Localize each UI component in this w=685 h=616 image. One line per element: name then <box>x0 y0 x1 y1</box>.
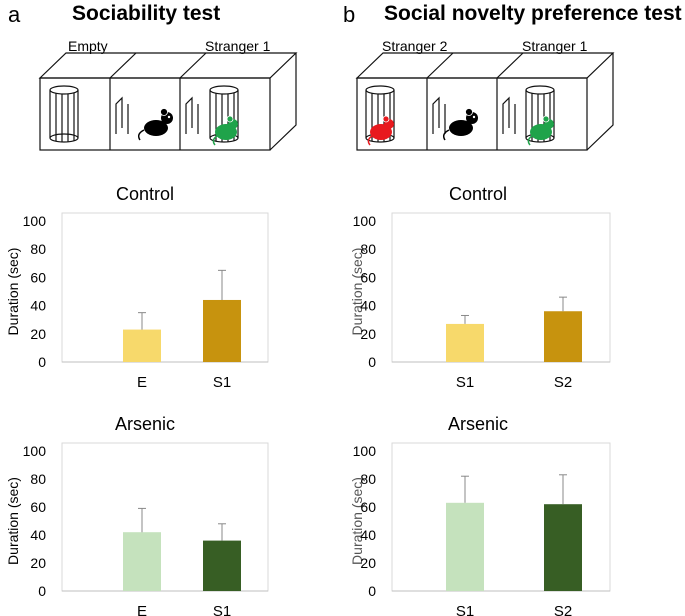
chart-2-xtick-s1: S1 <box>456 374 474 391</box>
chart-2-ytick-60: 60 <box>360 269 376 285</box>
chamber-label-stranger1-a: Stranger 1 <box>205 38 271 54</box>
chart-4-title: Arsenic <box>448 414 508 434</box>
chart-1-title: Control <box>116 184 174 204</box>
chart-3-ytick-20: 20 <box>30 555 46 571</box>
chart-2-title: Control <box>449 184 507 204</box>
chart-3-title: Arsenic <box>115 414 175 434</box>
chamber-label-stranger1-b: Stranger 1 <box>522 38 588 54</box>
chart-4-ytick-80: 80 <box>360 471 376 487</box>
chart-2-bar-s1 <box>446 323 484 362</box>
chart-1-ytick-100: 100 <box>23 213 47 229</box>
chart-1-ytick-80: 80 <box>30 241 46 257</box>
chart-3-ytick-0: 0 <box>38 583 46 599</box>
chart-3-ytick-40: 40 <box>30 527 46 543</box>
chart-4-ytick-40: 40 <box>360 527 376 543</box>
chart-4-xtick-s2: S2 <box>554 603 572 616</box>
chart-2-ytick-80: 80 <box>360 241 376 257</box>
chart-3-xtick-e: E <box>137 603 147 616</box>
chart-1-bar-s1 <box>203 299 241 362</box>
chart-4-ylabel: Duration (sec) <box>349 477 365 565</box>
chart-3-ytick-80: 80 <box>30 471 46 487</box>
chart-1-ytick-0: 0 <box>38 354 46 370</box>
chart-3-ylabel: Duration (sec) <box>5 477 21 565</box>
chart-1-ytick-20: 20 <box>30 326 46 342</box>
chart-2-xtick-s2: S2 <box>554 374 572 391</box>
chart-2-ylabel: Duration (sec) <box>349 248 365 336</box>
chart-1-ylabel: Duration (sec) <box>5 248 21 336</box>
chamber-label-stranger2: Stranger 2 <box>382 38 448 54</box>
chart-4-ytick-20: 20 <box>360 555 376 571</box>
chart-3-bar-s1 <box>203 540 241 591</box>
panel-a-letter: a <box>8 2 21 27</box>
chart-3-bar-e <box>123 532 161 591</box>
chart-1-xtick-s1: S1 <box>213 374 231 391</box>
chart-4-ytick-100: 100 <box>353 443 377 459</box>
panel-a-title: Sociability test <box>72 2 221 25</box>
chart-1-bar-e <box>123 329 161 362</box>
chart-3-xtick-s1: S1 <box>213 603 231 616</box>
chart-2-ytick-20: 20 <box>360 326 376 342</box>
chart-2-ytick-40: 40 <box>360 298 376 314</box>
chamber-label-empty: Empty <box>68 38 108 54</box>
chart-3-ytick-60: 60 <box>30 499 46 515</box>
chart-4-ytick-0: 0 <box>368 583 376 599</box>
chart-4-ytick-60: 60 <box>360 499 376 515</box>
chart-3-ytick-100: 100 <box>23 443 47 459</box>
chart-2-ytick-0: 0 <box>368 354 376 370</box>
chart-1-ytick-60: 60 <box>30 269 46 285</box>
chart-2-bar-s2 <box>544 311 582 362</box>
chart-4-xtick-s1: S1 <box>456 603 474 616</box>
chart-1-ytick-40: 40 <box>30 298 46 314</box>
panel-b-letter: b <box>343 2 356 27</box>
chart-1-xtick-e: E <box>137 374 147 391</box>
chart-2-ytick-100: 100 <box>353 213 377 229</box>
chart-4-bar-s2 <box>544 504 582 591</box>
panel-b-title: Social novelty preference test <box>384 2 682 25</box>
chart-4-bar-s1 <box>446 502 484 591</box>
